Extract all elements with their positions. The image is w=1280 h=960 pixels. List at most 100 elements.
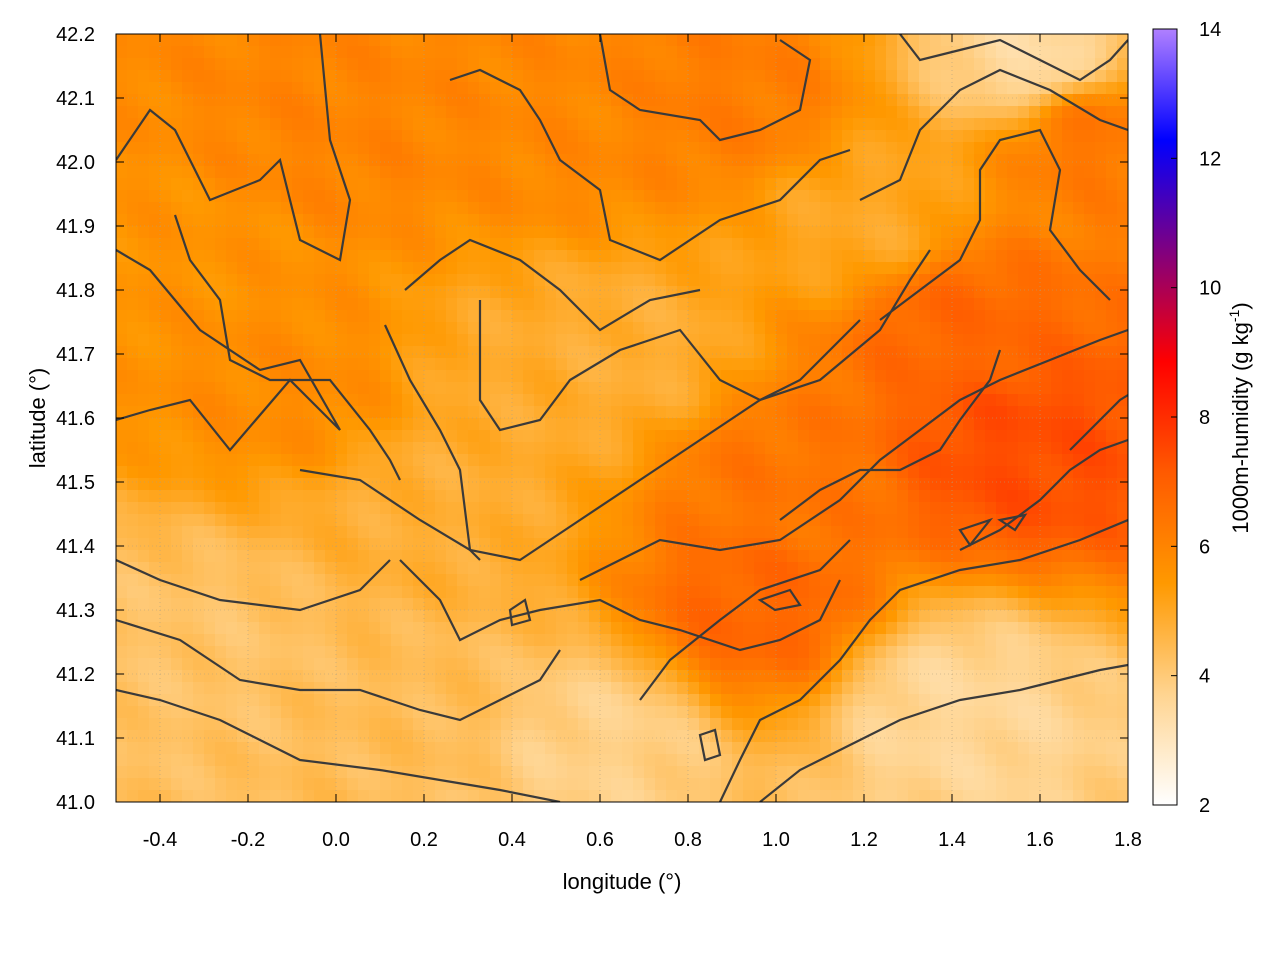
heatmap-cell xyxy=(160,334,172,347)
heatmap-cell xyxy=(1029,406,1041,419)
heatmap-cell xyxy=(1073,250,1085,263)
heatmap-cell xyxy=(897,634,909,647)
heatmap-cell xyxy=(292,646,304,659)
heatmap-cell xyxy=(1040,610,1052,623)
heatmap-cell xyxy=(864,442,876,455)
heatmap-cell xyxy=(1029,46,1041,59)
heatmap-cell xyxy=(886,322,898,335)
heatmap-cell xyxy=(138,298,150,311)
heatmap-cell xyxy=(391,682,403,695)
heatmap-cell xyxy=(809,46,821,59)
heatmap-cell xyxy=(1018,130,1030,143)
heatmap-cell xyxy=(446,34,458,47)
heatmap-cell xyxy=(347,130,359,143)
heatmap-cell xyxy=(182,298,194,311)
heatmap-cell xyxy=(930,286,942,299)
heatmap-cell xyxy=(325,190,337,203)
heatmap-cell xyxy=(919,526,931,539)
heatmap-cell xyxy=(985,598,997,611)
heatmap-cell xyxy=(633,574,645,587)
heatmap-cell xyxy=(688,166,700,179)
heatmap-cell xyxy=(787,358,799,371)
heatmap-cell xyxy=(699,646,711,659)
heatmap-cell xyxy=(358,430,370,443)
heatmap-cell xyxy=(963,394,975,407)
heatmap-cell xyxy=(567,538,579,551)
heatmap-cell xyxy=(710,334,722,347)
heatmap-cell xyxy=(864,646,876,659)
heatmap-cell xyxy=(424,634,436,647)
heatmap-cell xyxy=(919,634,931,647)
heatmap-cell xyxy=(446,178,458,191)
heatmap-cell xyxy=(358,586,370,599)
heatmap-cell xyxy=(402,226,414,239)
heatmap-cell xyxy=(270,634,282,647)
heatmap-cell xyxy=(468,382,480,395)
heatmap-cell xyxy=(369,442,381,455)
heatmap-cell xyxy=(633,610,645,623)
heatmap-cell xyxy=(721,430,733,443)
heatmap-cell xyxy=(952,226,964,239)
heatmap-cell xyxy=(402,142,414,155)
heatmap-cell xyxy=(919,178,931,191)
heatmap-cell xyxy=(347,622,359,635)
heatmap-cell xyxy=(259,214,271,227)
heatmap-cell xyxy=(193,142,205,155)
heatmap-cell xyxy=(193,454,205,467)
heatmap-cell xyxy=(149,118,161,131)
heatmap-cell xyxy=(644,286,656,299)
heatmap-cell xyxy=(138,214,150,227)
heatmap-cell xyxy=(776,82,788,95)
heatmap-cell xyxy=(512,70,524,83)
heatmap-cell xyxy=(688,82,700,95)
heatmap-cell xyxy=(765,346,777,359)
heatmap-cell xyxy=(1073,298,1085,311)
heatmap-cell xyxy=(919,346,931,359)
heatmap-cell xyxy=(567,82,579,95)
heatmap-cell xyxy=(1073,286,1085,299)
heatmap-cell xyxy=(534,286,546,299)
heatmap-cell xyxy=(490,226,502,239)
heatmap-cell xyxy=(116,646,128,659)
heatmap-cell xyxy=(237,526,249,539)
heatmap-cell xyxy=(391,226,403,239)
heatmap-cell xyxy=(347,346,359,359)
heatmap-cell xyxy=(369,334,381,347)
heatmap-cell xyxy=(1062,226,1074,239)
heatmap-cell xyxy=(490,598,502,611)
heatmap-cell xyxy=(600,262,612,275)
heatmap-cell xyxy=(259,178,271,191)
heatmap-cell xyxy=(545,286,557,299)
heatmap-cell xyxy=(501,610,513,623)
heatmap-cell xyxy=(193,58,205,71)
heatmap-cell xyxy=(1106,442,1118,455)
heatmap-cell xyxy=(633,646,645,659)
heatmap-cell xyxy=(974,370,986,383)
heatmap-cell xyxy=(237,334,249,347)
heatmap-cell xyxy=(270,274,282,287)
heatmap-cell xyxy=(820,478,832,491)
heatmap-cell xyxy=(776,514,788,527)
heatmap-cell xyxy=(226,250,238,263)
heatmap-cell xyxy=(622,442,634,455)
heatmap-cell xyxy=(963,106,975,119)
heatmap-cell xyxy=(930,346,942,359)
heatmap-cell xyxy=(1051,82,1063,95)
heatmap-cell xyxy=(1051,454,1063,467)
heatmap-cell xyxy=(215,226,227,239)
heatmap-cell xyxy=(512,370,524,383)
heatmap-cell xyxy=(468,514,480,527)
heatmap-cell xyxy=(600,370,612,383)
heatmap-cell xyxy=(655,634,667,647)
heatmap-cell xyxy=(270,406,282,419)
heatmap-cell xyxy=(996,634,1008,647)
heatmap-cell xyxy=(204,190,216,203)
heatmap-cell xyxy=(897,82,909,95)
heatmap-cell xyxy=(1073,130,1085,143)
heatmap-cell xyxy=(798,226,810,239)
heatmap-cell xyxy=(985,238,997,251)
heatmap-cell xyxy=(1073,310,1085,323)
heatmap-cell xyxy=(578,358,590,371)
heatmap-cell xyxy=(930,610,942,623)
heatmap-cell xyxy=(919,646,931,659)
